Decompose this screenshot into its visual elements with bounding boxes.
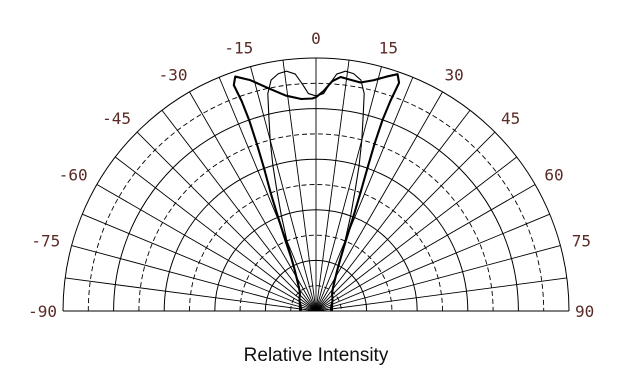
angle-label-neg75: -75 (31, 231, 60, 250)
grid-spoke (315, 277, 567, 312)
intensity-curves (232, 70, 401, 312)
chart-caption: Relative Intensity (244, 345, 389, 366)
grid-spoke (315, 156, 517, 312)
angle-label-0: 0 (311, 29, 321, 48)
grid-spoke (161, 110, 317, 312)
grid-spoke (282, 60, 317, 312)
grid-spoke (71, 245, 317, 312)
grid-spoke (218, 77, 317, 312)
series-curve-2 (267, 70, 365, 312)
polar-grid (62, 57, 570, 312)
grid-spoke (82, 213, 317, 312)
grid-spoke (315, 131, 496, 312)
grid-ring-3 (239, 234, 393, 312)
angle-label-neg90: -90 (28, 302, 57, 321)
angle-label-15: 15 (379, 38, 398, 57)
grid-spoke (315, 66, 382, 312)
grid-ring-5 (189, 184, 443, 312)
grid-spoke (315, 213, 550, 312)
grid-spoke (315, 60, 350, 312)
grid-ring-9 (87, 82, 545, 312)
angle-label-45: 45 (501, 109, 520, 128)
grid-spoke (315, 77, 414, 312)
grid-spoke (315, 110, 471, 312)
grid-spoke (315, 184, 536, 312)
angle-label-neg15: -15 (224, 38, 253, 57)
grid-spoke (115, 156, 317, 312)
angle-label-30: 30 (445, 66, 464, 85)
angle-labels: -90 -75 -60 -45 -30 -15 0 15 30 45 60 75 90 (28, 29, 594, 321)
grid-ring-1 (290, 285, 342, 312)
grid-spoke (65, 277, 317, 312)
angle-label-75: 75 (572, 231, 591, 250)
grid-spoke (250, 66, 317, 312)
angle-label-neg60: -60 (59, 166, 88, 185)
angle-label-90: 90 (575, 302, 594, 321)
grid-spoke (315, 245, 561, 312)
grid-spoke (96, 184, 317, 312)
angle-label-neg45: -45 (102, 109, 131, 128)
grid-spoke (136, 131, 317, 312)
angle-label-60: 60 (544, 166, 563, 185)
angle-label-neg30: -30 (159, 66, 188, 85)
